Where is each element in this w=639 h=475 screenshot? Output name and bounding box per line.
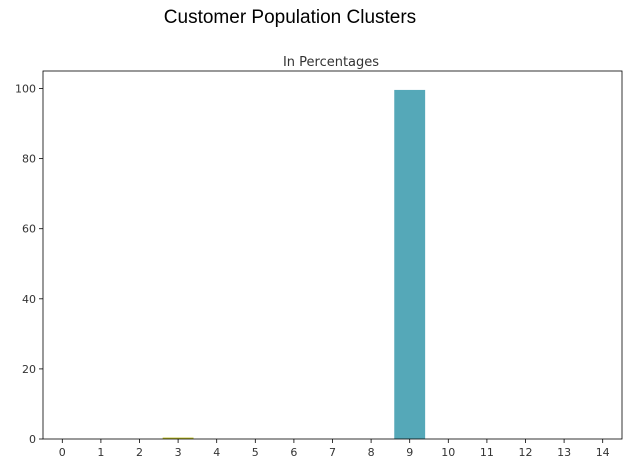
- x-tick-label: 14: [596, 446, 610, 459]
- x-tick-label: 2: [136, 446, 143, 459]
- x-tick-label: 7: [329, 446, 336, 459]
- bars: [162, 89, 426, 439]
- x-tick-label: 8: [368, 446, 375, 459]
- y-tick-label: 60: [22, 223, 36, 236]
- x-tick-label: 13: [557, 446, 571, 459]
- y-tick-label: 0: [29, 433, 36, 446]
- x-tick-label: 4: [213, 446, 220, 459]
- plot-title: In Percentages: [283, 55, 379, 70]
- x-axis: 0 1 2 3 4 5 6 7 8 9 10 11 12 13 14: [59, 439, 610, 459]
- bar-9: [394, 89, 426, 439]
- y-tick-label: 80: [22, 153, 36, 166]
- plot-frame: [42, 70, 623, 440]
- x-tick-label: 9: [406, 446, 413, 459]
- x-tick-label: 12: [519, 446, 533, 459]
- x-tick-label: 11: [480, 446, 494, 459]
- x-tick-label: 3: [175, 446, 182, 459]
- x-tick-label: 10: [441, 446, 455, 459]
- x-tick-label: 0: [59, 446, 66, 459]
- y-tick-label: 40: [22, 293, 36, 306]
- y-tick-label: 100: [15, 83, 36, 96]
- x-tick-label: 6: [290, 446, 297, 459]
- x-tick-label: 1: [97, 446, 104, 459]
- x-tick-label: 5: [252, 446, 259, 459]
- y-axis: 0 20 40 60 80 100: [15, 83, 43, 446]
- bar-3: [162, 437, 194, 439]
- figure-title: Customer Population Clusters: [163, 7, 417, 28]
- y-tick-label: 20: [22, 363, 36, 376]
